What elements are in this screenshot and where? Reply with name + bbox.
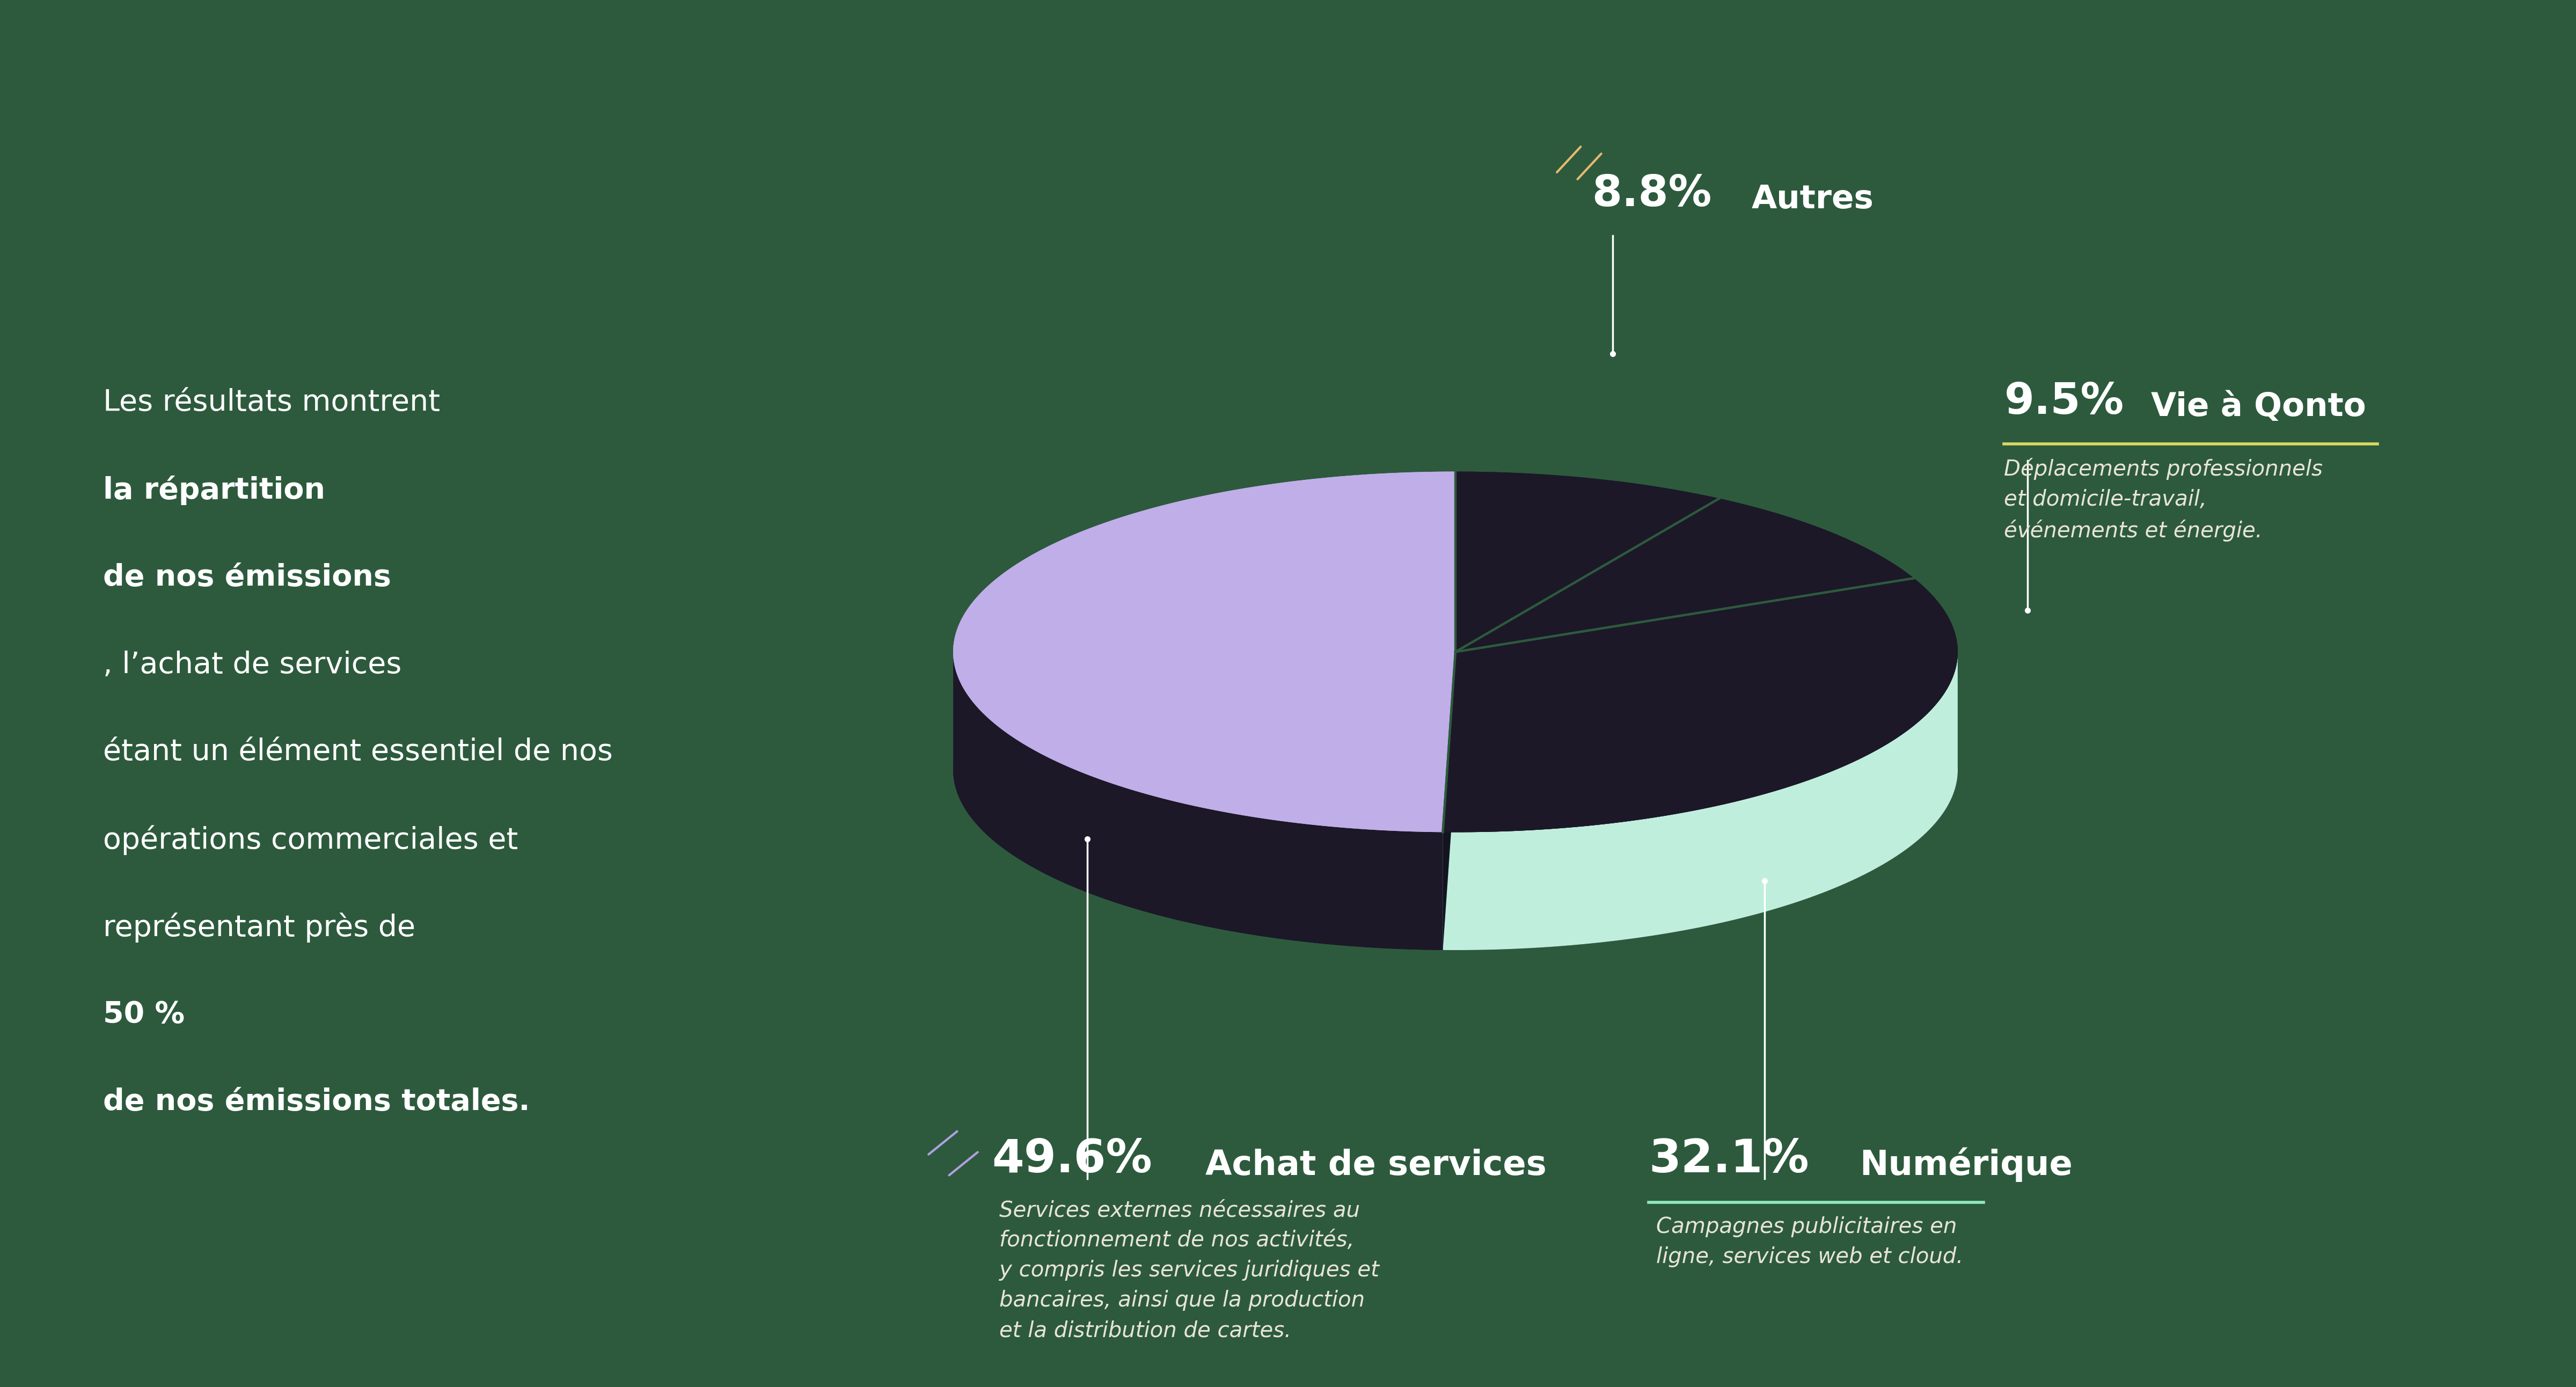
Text: étant un élément essentiel de nos: étant un élément essentiel de nos <box>103 738 613 767</box>
Text: la répartition: la répartition <box>103 476 325 505</box>
Text: 9.5%: 9.5% <box>2004 381 2123 423</box>
Text: représentant près de: représentant près de <box>103 913 425 943</box>
Polygon shape <box>1443 652 1455 950</box>
Text: Autres: Autres <box>1752 183 1873 215</box>
Polygon shape <box>953 472 1455 832</box>
Text: 8.8%: 8.8% <box>1592 173 1713 215</box>
Text: de nos émissions totales.: de nos émissions totales. <box>103 1087 531 1117</box>
Text: Services externes nécessaires au
fonctionnement de nos activités,
y compris les : Services externes nécessaires au fonctio… <box>999 1200 1378 1341</box>
Text: opérations commerciales et: opérations commerciales et <box>103 825 518 856</box>
Polygon shape <box>953 589 1958 950</box>
Polygon shape <box>1455 498 1914 652</box>
Text: Les résultats montrent: Les résultats montrent <box>103 388 440 417</box>
Polygon shape <box>953 472 1455 832</box>
Polygon shape <box>953 649 1443 950</box>
Text: de nos émissions: de nos émissions <box>103 563 392 592</box>
Text: Campagnes publicitaires en
ligne, services web et cloud.: Campagnes publicitaires en ligne, servic… <box>1656 1216 1963 1268</box>
Polygon shape <box>1443 652 1455 950</box>
Text: Déplacements professionnels
et domicile-travail,
événements et énergie.: Déplacements professionnels et domicile-… <box>2004 458 2324 541</box>
Text: 49.6%: 49.6% <box>992 1137 1151 1182</box>
Text: 32.1%: 32.1% <box>1649 1137 1808 1182</box>
Polygon shape <box>1455 472 1718 652</box>
Text: Vie à Qonto: Vie à Qonto <box>2151 391 2365 423</box>
Polygon shape <box>1443 578 1958 832</box>
Polygon shape <box>1443 649 1958 950</box>
Polygon shape <box>1455 472 1718 652</box>
Polygon shape <box>1443 578 1958 832</box>
Text: Achat de services: Achat de services <box>1206 1148 1546 1182</box>
Text: , l’achat de services: , l’achat de services <box>103 651 402 680</box>
Polygon shape <box>1455 498 1914 652</box>
Text: Numérique: Numérique <box>1860 1147 2074 1182</box>
Text: 50 %: 50 % <box>103 1000 185 1029</box>
